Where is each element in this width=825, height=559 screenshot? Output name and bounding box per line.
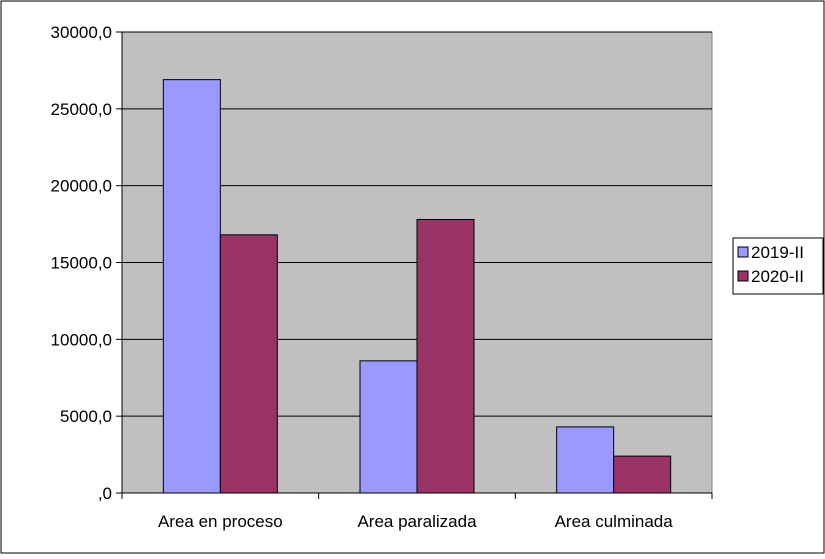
x-tick-labels: Area en proceso Area paralizada Area culmi… bbox=[158, 512, 673, 531]
legend-label: 2019-II bbox=[751, 243, 804, 262]
x-tick-label: Area paralizada bbox=[357, 512, 477, 531]
bar-2019-ii-2 bbox=[556, 426, 615, 494]
bar-2020-ii-2 bbox=[613, 455, 672, 494]
x-tick-label: Area culminada bbox=[555, 512, 674, 531]
bars bbox=[162, 79, 672, 494]
bar-2020-ii-0 bbox=[219, 234, 278, 494]
legend-swatch bbox=[737, 246, 749, 258]
y-tick-labels: 30000,0 25000,0 20000,0 15000,0 10000,0 5000,… bbox=[51, 23, 112, 503]
y-tick-label: 5000,0 bbox=[60, 407, 112, 426]
y-tick-label: 30000,0 bbox=[51, 23, 112, 42]
y-tick-label: 15000,0 bbox=[51, 254, 112, 273]
y-tick-label: 25000,0 bbox=[51, 100, 112, 119]
legend: 2019-II 2020-II bbox=[732, 237, 824, 295]
bar-2019-ii-0 bbox=[162, 79, 221, 494]
y-tick-label: 20000,0 bbox=[51, 177, 112, 196]
y-tick-label: 10000,0 bbox=[51, 330, 112, 349]
legend-swatch bbox=[737, 270, 749, 282]
legend-label: 2020-II bbox=[751, 267, 804, 286]
bar-2019-ii-1 bbox=[359, 360, 418, 494]
x-tick-label: Area en proceso bbox=[158, 512, 283, 531]
y-tick-label: ,0 bbox=[98, 484, 112, 503]
bar-2020-ii-1 bbox=[416, 218, 475, 494]
axes bbox=[116, 31, 713, 499]
